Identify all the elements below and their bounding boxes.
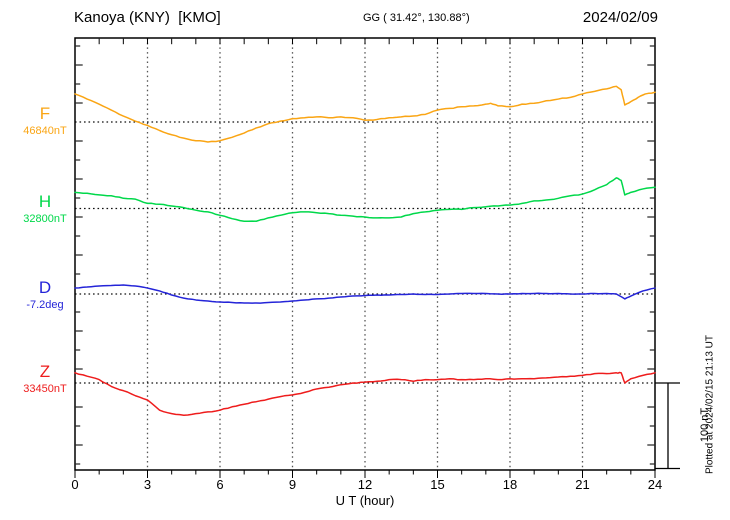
x-tick-3: 3 [143,477,152,492]
curve-Z [74,371,656,417]
channel-h-baseline-value: 32800nT [23,213,67,225]
channel-h: H 32800nT [14,192,76,226]
curve-F [74,85,656,143]
channel-f-baseline-value: 46840nT [23,125,67,137]
channel-h-label: H [38,192,52,211]
x-tick-9: 9 [288,477,297,492]
station-title: Kanoya (KNY) [KMO] [74,9,221,26]
x-tick-6: 6 [216,477,224,492]
scale-bar-label: 100 nT 0.5 deg [673,395,711,455]
channel-z: Z 33450nT [14,362,76,396]
x-tick-15: 15 [430,477,445,492]
plotted-at-note: Plotted at 2024/02/15 21:13 UT [704,335,716,474]
x-tick-21: 21 [575,477,590,492]
geographic-coords: GG ( 31.42°, 130.88°) [363,12,470,24]
channel-d-label: D [38,278,52,297]
channel-f-label: F [39,104,51,123]
channel-z-label: Z [39,362,51,381]
channel-d-baseline-value: -7.2deg [26,299,64,311]
x-tick-0: 0 [71,477,79,492]
curve-D [74,284,656,304]
x-tick-18: 18 [502,477,518,492]
channel-f: F 46840nT [14,104,76,138]
plot-date: 2024/02/09 [582,9,658,26]
x-tick-12: 12 [357,477,373,492]
x-axis-label: U T (hour) [335,493,395,508]
curve-H [74,177,656,223]
channel-z-baseline-value: 33450nT [23,383,67,395]
x-tick-24: 24 [647,477,663,492]
channel-d: D -7.2deg [14,278,76,312]
